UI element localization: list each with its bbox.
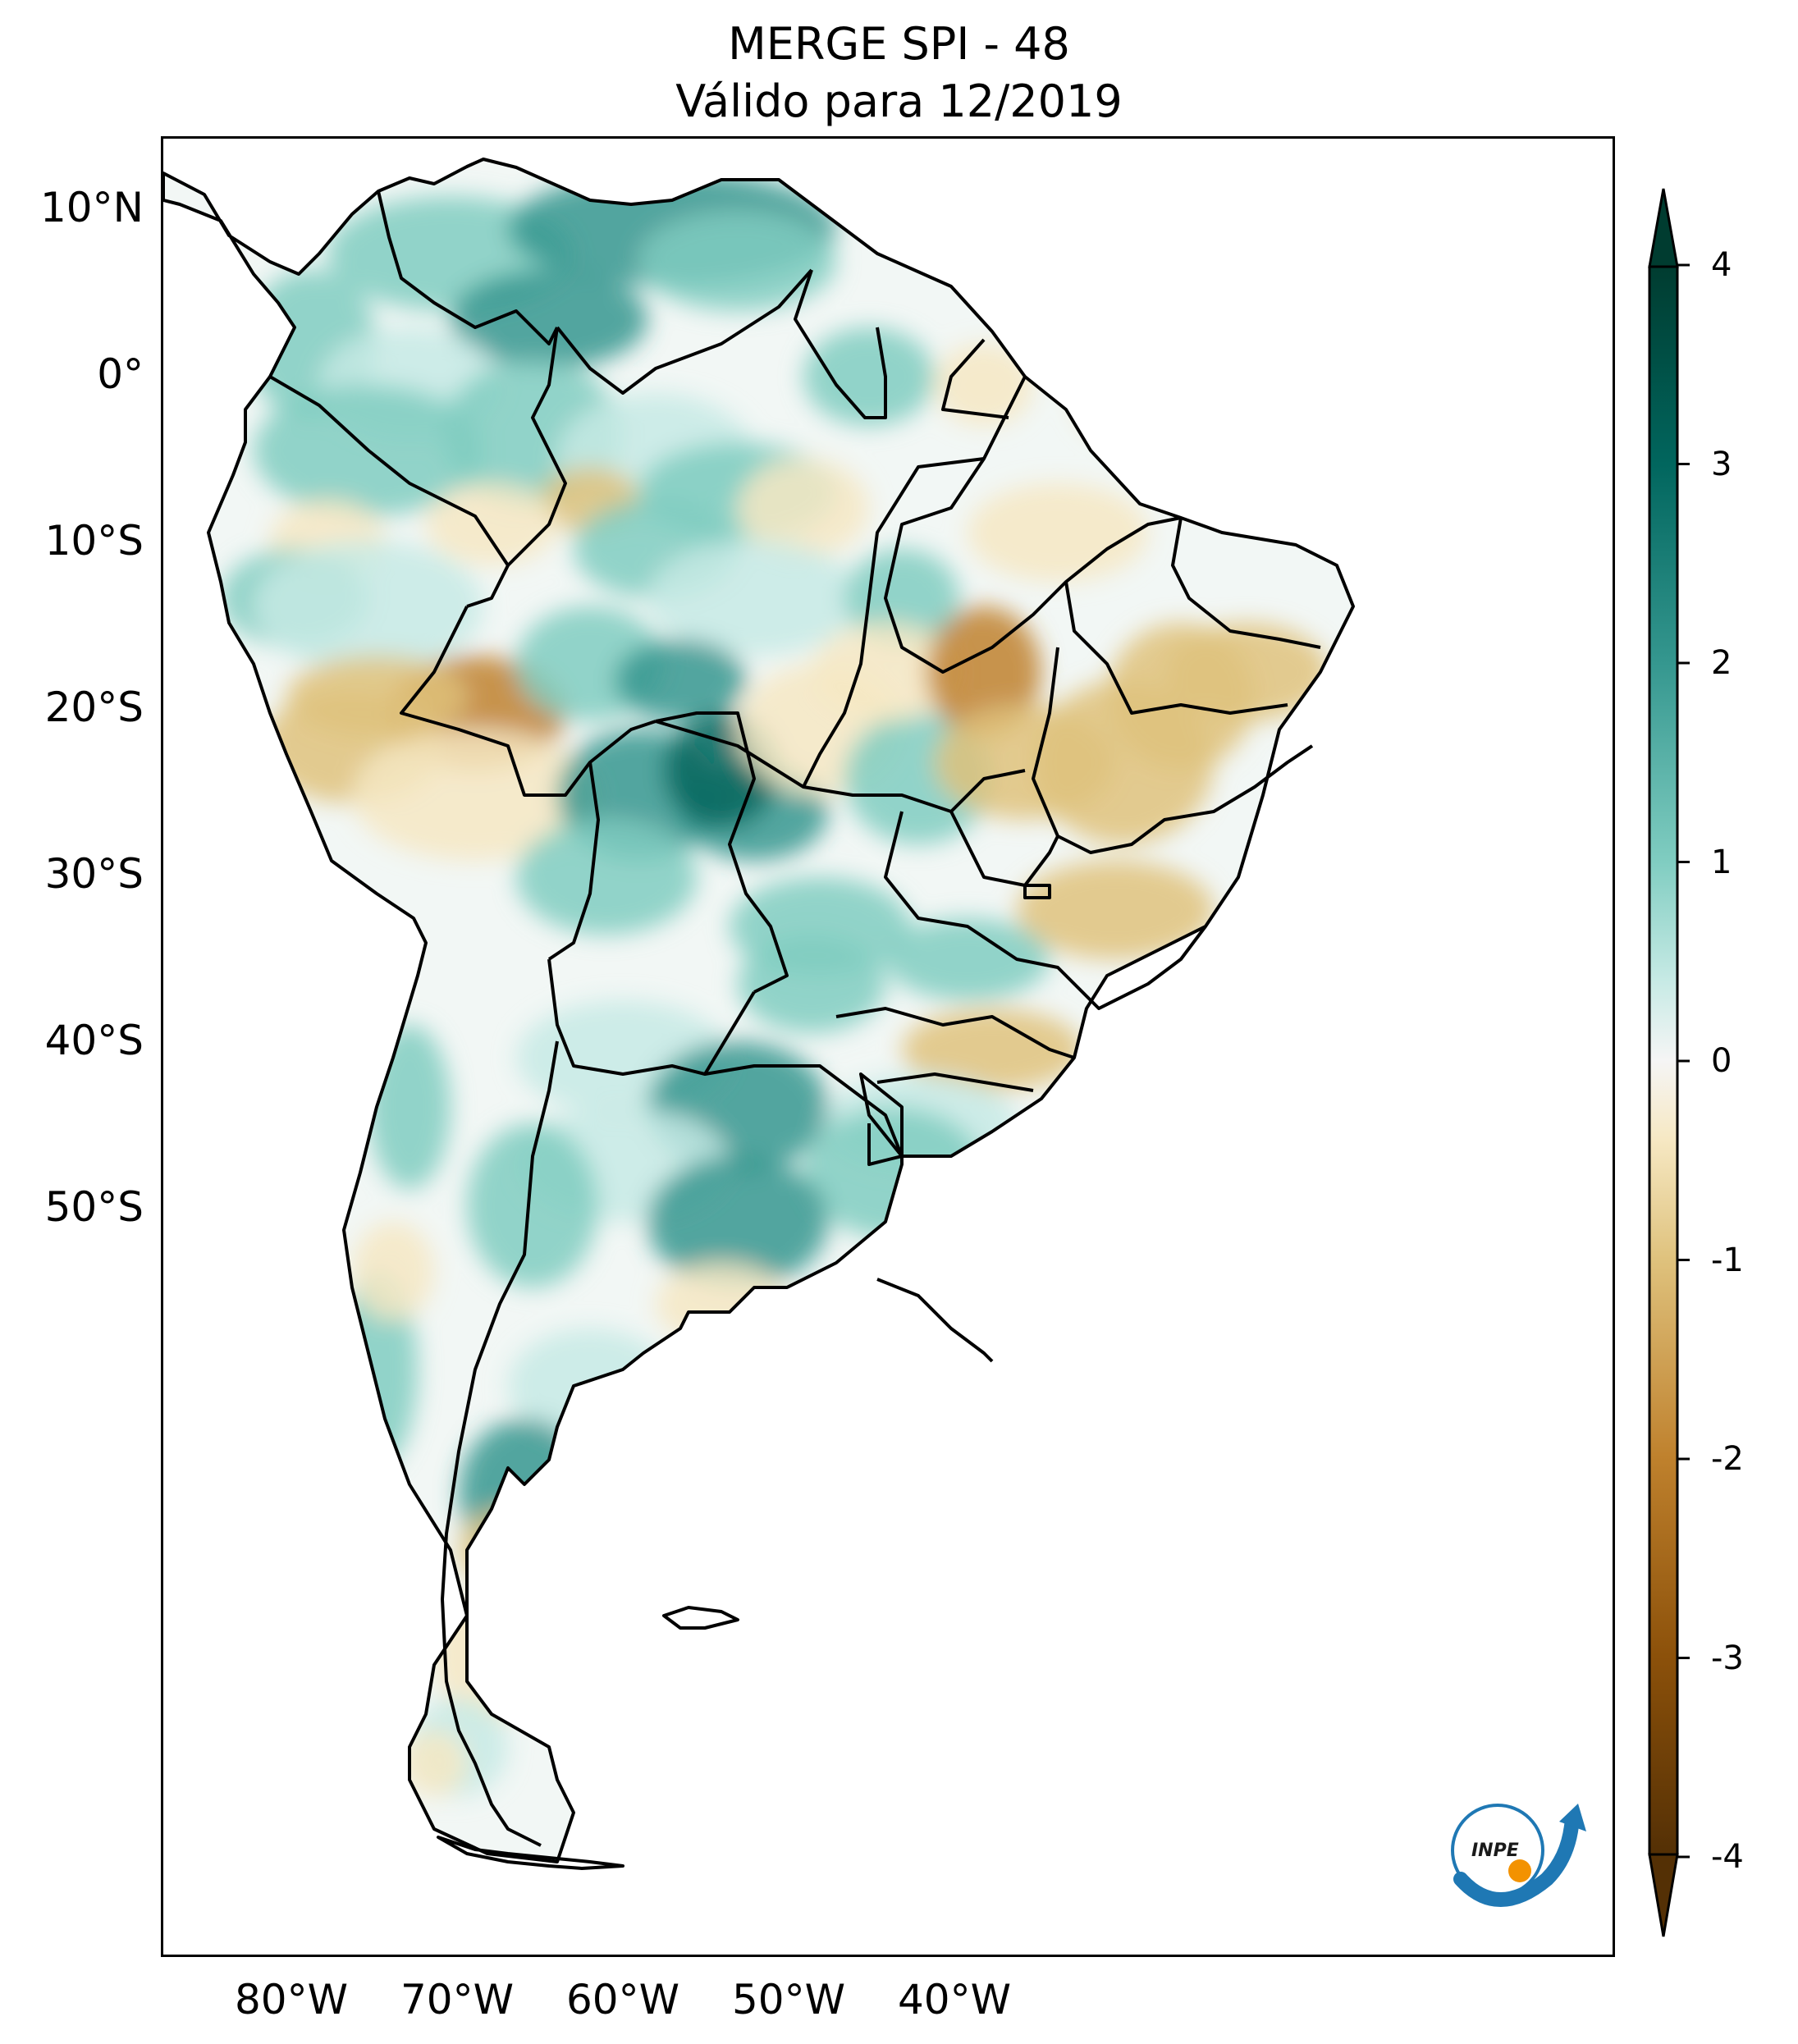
spi-anomaly-patch [1164, 623, 1329, 721]
border-venezuela-colombia [377, 190, 559, 345]
spi-field [163, 159, 1353, 1862]
colorbar-tick-label: 2 [1711, 644, 1732, 682]
colorbar-tick-label: 0 [1711, 1042, 1732, 1080]
spi-anomaly-patch [286, 656, 467, 738]
colorbar [1648, 188, 1690, 1937]
colorbar-extend-bottom [1648, 1853, 1679, 1937]
colorbar-tick-label: -2 [1711, 1440, 1744, 1478]
lon-tick-label: 80°W [234, 1976, 349, 2023]
lat-tick-label: 30°S [44, 850, 144, 898]
border-brazil-states-bahia [1032, 647, 1314, 854]
spi-anomaly-patch [352, 729, 598, 861]
border-brazil-states-ne [884, 376, 1182, 674]
border-brazil-states-ne-small [1171, 517, 1321, 649]
lat-tick-label: 40°S [44, 1017, 144, 1064]
spi-anomaly-patch [459, 1509, 557, 1591]
border-colombia-ecuador-peru [268, 375, 510, 608]
map-canvas [163, 158, 1355, 1870]
spi-anomaly-patch [1017, 861, 1214, 959]
country-borders [163, 158, 1355, 1870]
border-falklands [662, 1606, 739, 1630]
spi-anomaly-patch [647, 541, 861, 656]
spi-anomaly-patch [352, 1222, 434, 1320]
colorbar-body [1648, 265, 1679, 1856]
map-subtitle: Válido para 12/2019 [675, 75, 1123, 127]
spi-anomaly-patch [615, 639, 746, 721]
coastline [163, 158, 1355, 1863]
spi-anomaly-patch [885, 918, 1050, 1000]
spi-anomaly-patch [516, 820, 697, 935]
border-chile-argentina [441, 1040, 559, 1847]
border-brazil-states-central [802, 457, 985, 788]
spi-anomaly-patch [459, 1419, 590, 1566]
lon-tick-label: 70°W [400, 1976, 515, 2023]
spi-anomaly-patch [639, 213, 836, 311]
border-brazil-states-mg [884, 811, 1207, 1010]
map-frame [161, 136, 1615, 1957]
spi-anomaly-patch [738, 459, 869, 557]
lat-tick-label: 10°S [44, 517, 144, 565]
colorbar-extend-top [1648, 188, 1679, 268]
border-tierra-del-fuego [437, 1836, 624, 1870]
inpe-logo-icon: INPE [1451, 1804, 1586, 1907]
lat-tick-label: 50°S [44, 1183, 144, 1231]
border-peru-brazil [400, 606, 657, 797]
spi-anomaly-patch [1074, 360, 1189, 442]
spi-anomaly-patch [803, 327, 935, 426]
spi-anomaly-patch [492, 1517, 606, 1648]
border-bolivia-brazil [655, 711, 789, 994]
border-suriname-fguiana [941, 338, 1009, 419]
spi-anomaly-patch [902, 1008, 1082, 1091]
lat-tick-label: 20°S [44, 684, 144, 731]
colorbar-tick-label: 1 [1711, 843, 1732, 881]
spi-anomaly-patch [426, 483, 557, 565]
border-venezuela-brazil [556, 268, 813, 395]
colorbar-tick-label: -1 [1711, 1241, 1744, 1279]
border-paraguay [704, 1064, 904, 1166]
lon-tick-label: 60°W [565, 1976, 680, 2023]
border-df [1023, 884, 1051, 899]
border-uruguay [876, 1278, 994, 1363]
spi-anomaly-patch [968, 483, 1148, 582]
logo-text: INPE [1471, 1841, 1519, 1861]
spi-anomaly-patch [467, 1123, 598, 1287]
border-brazil-states-pr-sc [876, 1072, 1034, 1092]
border-brazil-states-mid [655, 720, 1026, 813]
spi-anomaly-patch [738, 935, 885, 1033]
spi-anomaly-patch [935, 344, 1033, 426]
colorbar-tick-label: -3 [1711, 1639, 1744, 1677]
border-colombia-brazil [506, 327, 567, 567]
lon-tick-label: 50°W [731, 1976, 846, 2023]
spi-anomaly-patch [803, 1107, 984, 1238]
colorbar-tick-label: -4 [1711, 1838, 1744, 1876]
spi-anomaly-patch [926, 606, 1041, 738]
spi-anomaly-patch [451, 270, 647, 368]
spi-anomaly-patch [401, 1731, 467, 1796]
lat-tick-label: 10°N [39, 184, 144, 231]
spi-anomaly-patch [647, 1156, 828, 1287]
colorbar-tick-label: 3 [1711, 445, 1732, 483]
spi-anomaly-patch [254, 541, 483, 672]
border-brazil-states-south [835, 1007, 1075, 1059]
border-guyana-suriname [794, 269, 887, 419]
map-title: MERGE SPI - 48 [728, 18, 1070, 70]
lat-tick-label: 0° [97, 350, 144, 398]
border-peru-bolivia [547, 761, 600, 961]
border-brazil-states-pi-ce [1064, 581, 1288, 715]
spi-anomaly-patch [368, 1025, 451, 1189]
colorbar-tick-label: 4 [1711, 246, 1732, 284]
lon-tick-label: 40°W [897, 1976, 1012, 2023]
